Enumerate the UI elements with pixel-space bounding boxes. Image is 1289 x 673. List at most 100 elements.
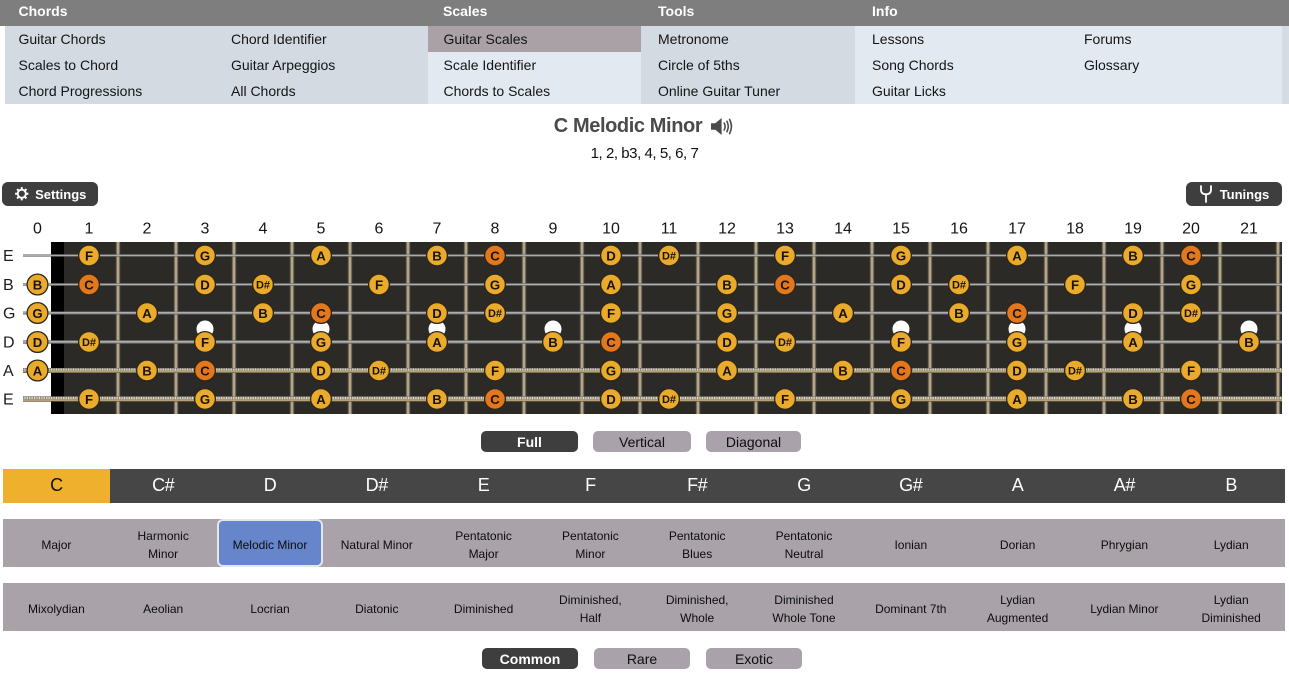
svg-text:D#: D# <box>82 337 96 349</box>
svg-text:7: 7 <box>433 221 442 238</box>
svg-text:C: C <box>1186 248 1196 263</box>
svg-text:B: B <box>142 363 152 378</box>
svg-text:D#: D# <box>662 251 676 263</box>
svg-text:3: 3 <box>201 221 210 238</box>
svg-text:B: B <box>1128 392 1138 407</box>
svg-text:8: 8 <box>491 221 500 238</box>
svg-text:F: F <box>897 335 905 350</box>
svg-text:G: G <box>490 277 500 292</box>
svg-text:20: 20 <box>1182 221 1200 238</box>
svg-text:G: G <box>32 306 42 321</box>
svg-text:0: 0 <box>33 221 42 238</box>
svg-text:C: C <box>780 277 790 292</box>
svg-text:A: A <box>1012 392 1022 407</box>
svg-text:A: A <box>606 277 616 292</box>
svg-text:D: D <box>432 306 442 321</box>
svg-text:C: C <box>316 306 326 321</box>
svg-text:G: G <box>1012 335 1022 350</box>
svg-text:21: 21 <box>1240 221 1258 238</box>
svg-text:D: D <box>606 392 616 407</box>
svg-text:9: 9 <box>549 221 558 238</box>
svg-text:A: A <box>838 306 848 321</box>
svg-text:A: A <box>432 335 442 350</box>
svg-text:11: 11 <box>661 221 678 238</box>
svg-text:F: F <box>1187 363 1195 378</box>
svg-text:F: F <box>781 392 789 407</box>
svg-text:A: A <box>33 363 43 378</box>
svg-text:D: D <box>1012 363 1022 378</box>
svg-text:13: 13 <box>776 221 794 238</box>
svg-text:B: B <box>722 277 732 292</box>
svg-text:A: A <box>316 248 326 263</box>
svg-text:D#: D# <box>1184 308 1198 320</box>
svg-text:4: 4 <box>259 221 268 238</box>
svg-text:E: E <box>3 248 14 265</box>
svg-text:F: F <box>201 335 209 350</box>
svg-text:D#: D# <box>662 394 676 406</box>
svg-text:10: 10 <box>602 221 620 238</box>
svg-text:C: C <box>490 392 500 407</box>
svg-text:C: C <box>1186 392 1196 407</box>
svg-text:D: D <box>896 277 906 292</box>
svg-text:D#: D# <box>256 280 270 292</box>
svg-text:6: 6 <box>375 221 384 238</box>
svg-text:G: G <box>606 363 616 378</box>
svg-text:C: C <box>1012 306 1022 321</box>
svg-text:B: B <box>3 277 14 294</box>
svg-text:F: F <box>607 306 615 321</box>
svg-text:17: 17 <box>1008 221 1026 238</box>
svg-text:F: F <box>491 363 499 378</box>
svg-text:18: 18 <box>1066 221 1084 238</box>
svg-text:A: A <box>142 306 152 321</box>
svg-text:D: D <box>200 277 210 292</box>
svg-text:F: F <box>375 277 383 292</box>
svg-text:19: 19 <box>1124 221 1142 238</box>
svg-text:1: 1 <box>85 221 94 238</box>
svg-text:B: B <box>432 392 442 407</box>
svg-text:C: C <box>84 277 94 292</box>
svg-text:D: D <box>606 248 616 263</box>
svg-text:A: A <box>1128 335 1138 350</box>
svg-text:G: G <box>200 248 210 263</box>
svg-text:C: C <box>896 363 906 378</box>
svg-text:12: 12 <box>718 221 736 238</box>
svg-text:G: G <box>1186 277 1196 292</box>
svg-text:A: A <box>316 392 326 407</box>
svg-text:G: G <box>316 335 326 350</box>
svg-text:D#: D# <box>952 280 966 292</box>
svg-text:14: 14 <box>834 221 852 238</box>
svg-text:B: B <box>1128 248 1138 263</box>
svg-text:G: G <box>3 306 15 323</box>
svg-text:G: G <box>896 392 906 407</box>
svg-text:G: G <box>200 392 210 407</box>
svg-text:B: B <box>838 363 848 378</box>
svg-text:D: D <box>722 335 732 350</box>
svg-text:15: 15 <box>892 221 910 238</box>
svg-text:B: B <box>33 277 43 292</box>
svg-text:D#: D# <box>488 308 502 320</box>
svg-text:C: C <box>490 248 500 263</box>
svg-text:D: D <box>3 335 15 352</box>
svg-text:B: B <box>432 248 442 263</box>
svg-text:16: 16 <box>950 221 968 238</box>
svg-text:D: D <box>1128 306 1138 321</box>
svg-text:D: D <box>33 335 43 350</box>
svg-text:5: 5 <box>317 221 326 238</box>
svg-text:B: B <box>1244 335 1254 350</box>
svg-text:B: B <box>954 306 964 321</box>
svg-text:G: G <box>722 306 732 321</box>
svg-text:2: 2 <box>143 221 152 238</box>
svg-text:F: F <box>1071 277 1079 292</box>
svg-text:F: F <box>781 248 789 263</box>
svg-text:E: E <box>3 392 14 409</box>
svg-text:D#: D# <box>1068 366 1082 378</box>
svg-text:A: A <box>722 363 732 378</box>
svg-text:C: C <box>606 335 616 350</box>
svg-text:F: F <box>85 392 93 407</box>
svg-text:A: A <box>1012 248 1022 263</box>
svg-text:F: F <box>85 248 93 263</box>
svg-text:B: B <box>258 306 268 321</box>
svg-text:D#: D# <box>778 337 792 349</box>
svg-text:C: C <box>200 363 210 378</box>
svg-text:G: G <box>896 248 906 263</box>
